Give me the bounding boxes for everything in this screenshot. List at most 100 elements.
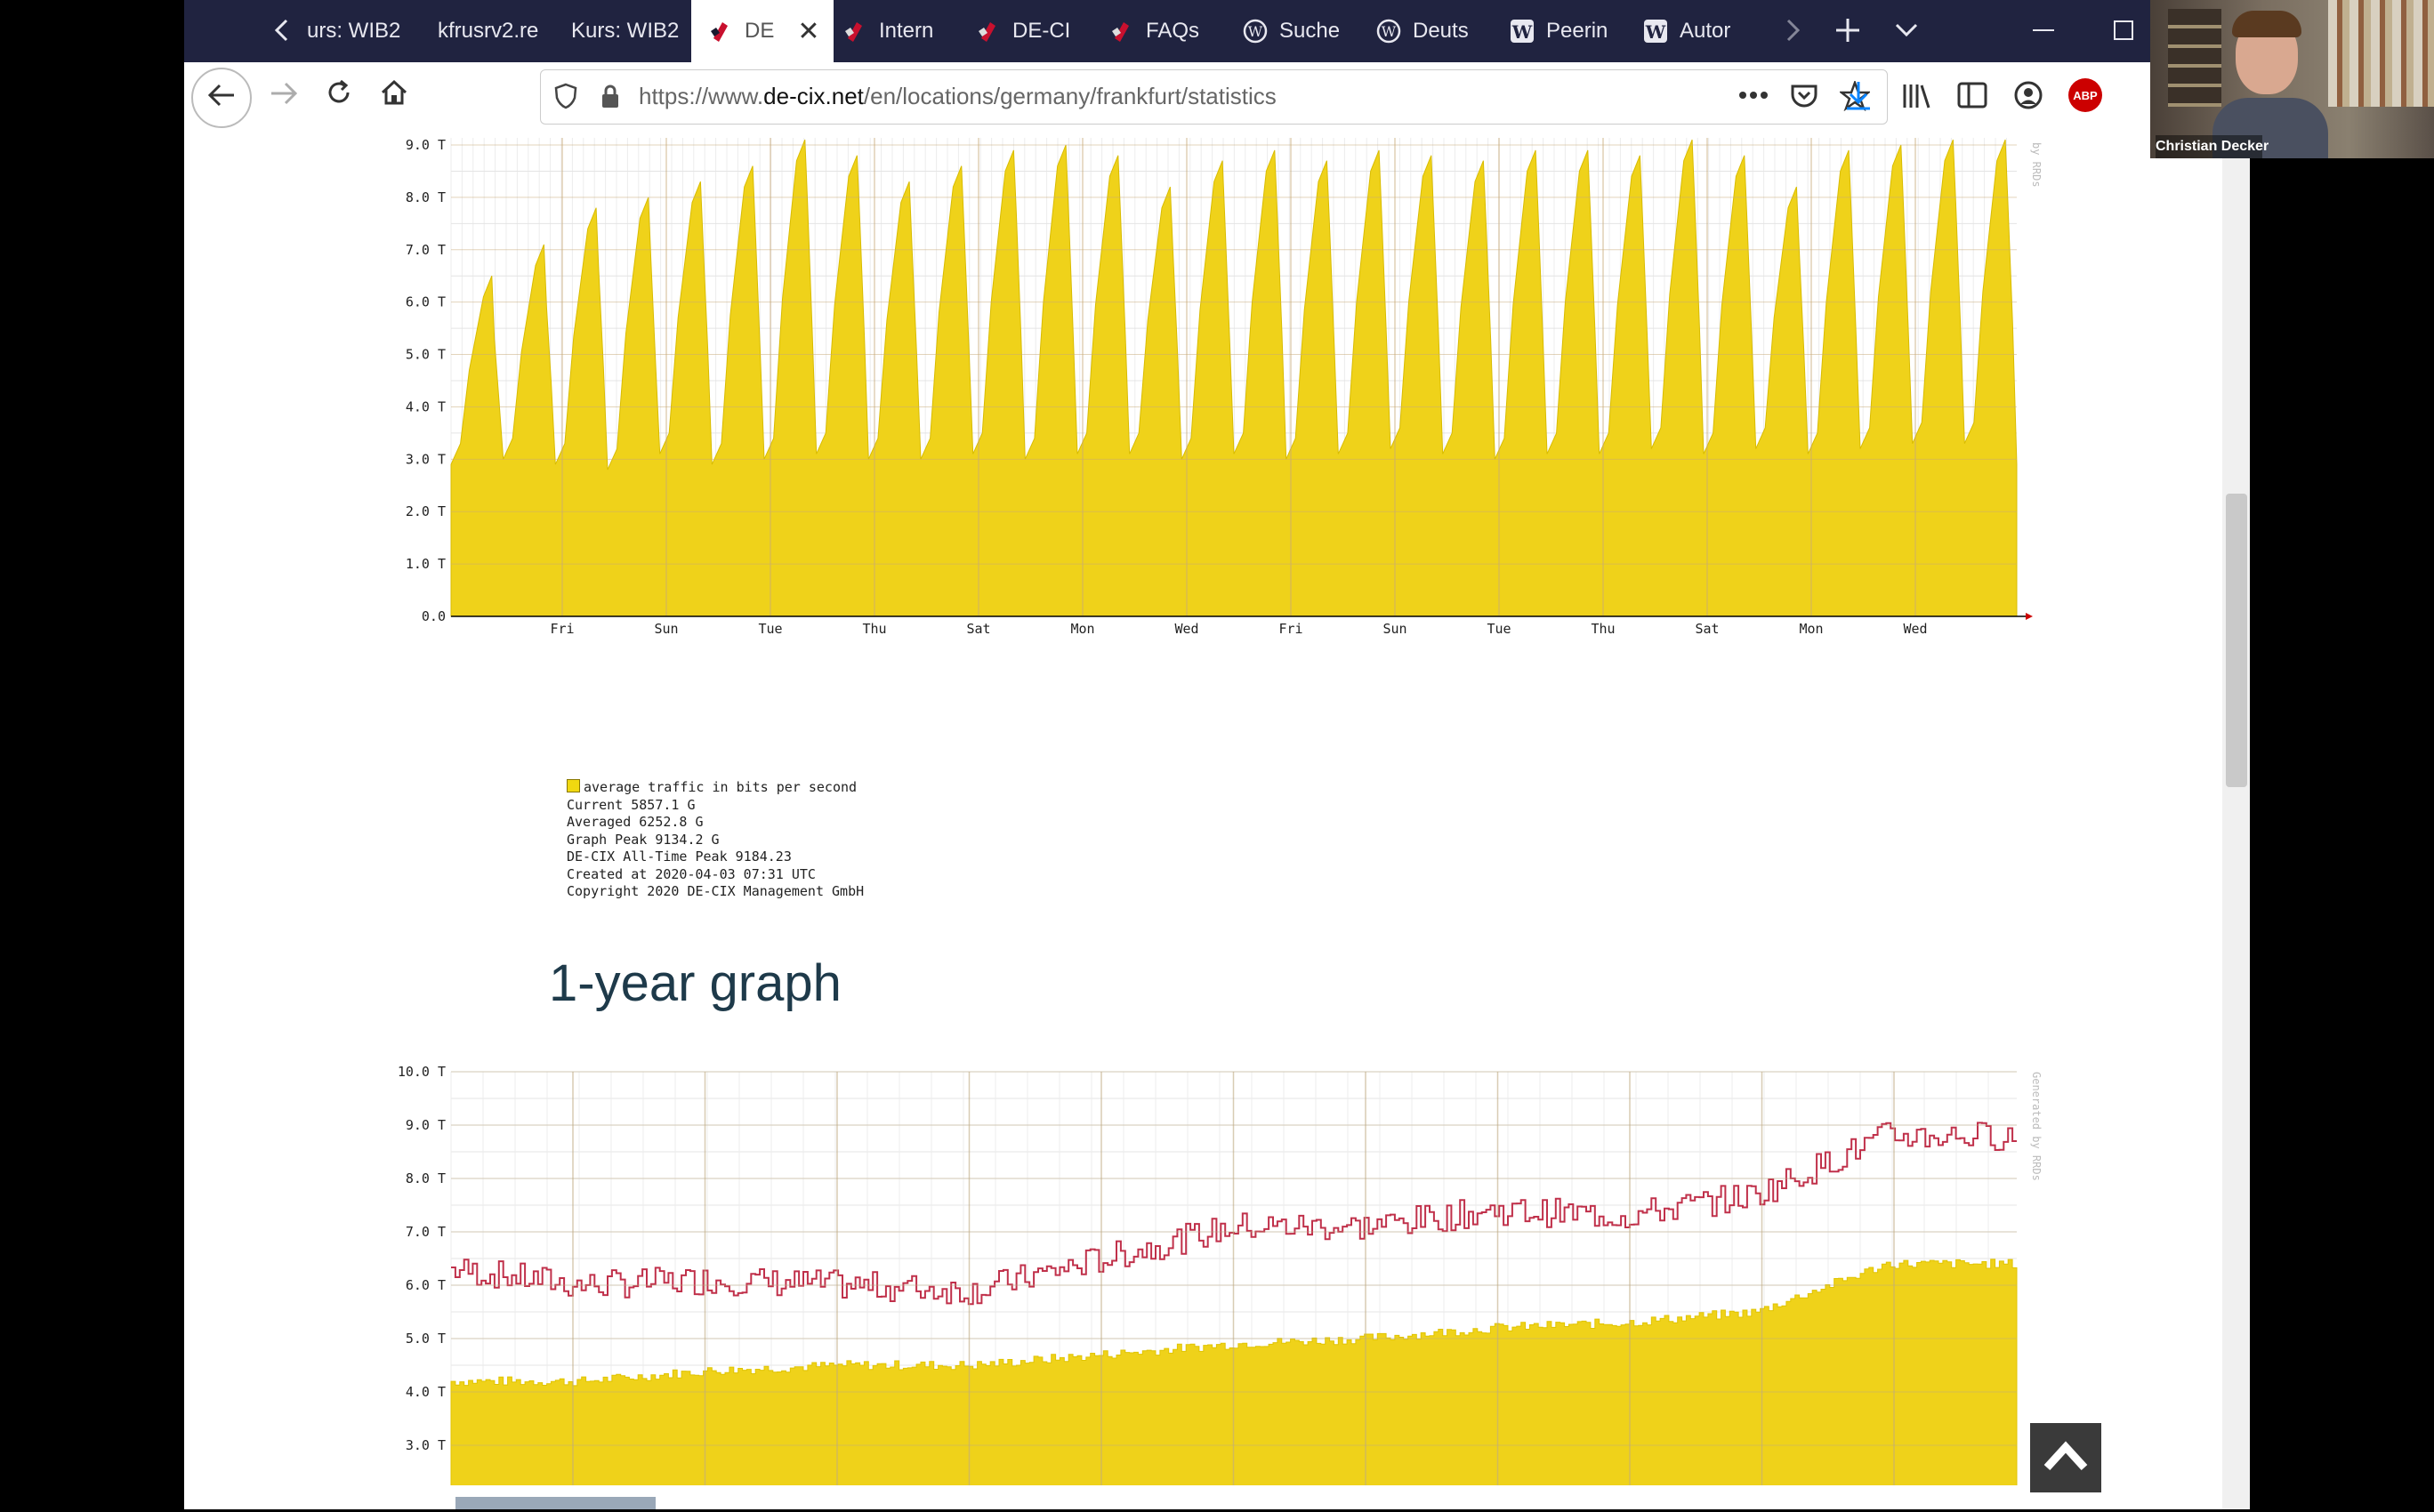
webcam-overlay: Christian Decker — [2150, 0, 2434, 158]
legend-series-label: average traffic in bits per second — [584, 779, 858, 795]
adblock-plus-icon[interactable]: ABP — [2068, 78, 2102, 112]
bookshelf-left — [2168, 9, 2221, 107]
scroll-to-top-button[interactable] — [2030, 1423, 2101, 1492]
y-tick-label: 3.0 T — [406, 451, 446, 467]
tab-label: Kurs: WIB2 — [571, 19, 680, 43]
decix-icon — [842, 18, 868, 44]
scrollbar-thumb[interactable] — [2226, 494, 2247, 787]
address-bar[interactable]: https://www.de-cix.net/en/locations/germ… — [540, 69, 1888, 125]
y-tick-label: 8.0 T — [406, 1170, 446, 1186]
tab-kfrusrv2[interactable]: kfrusrv2.re — [429, 0, 562, 62]
tab-bar: urs: WIB2 kfrusrv2.re Kurs: WIB2 DE ✕ In… — [184, 0, 2250, 62]
minimize-icon[interactable] — [2026, 14, 2061, 46]
home-icon — [380, 78, 408, 115]
person-hair — [2232, 11, 2301, 37]
adblock-label: ABP — [2073, 88, 2098, 102]
legend-graph-peak: Graph Peak 9134.2 G — [567, 831, 720, 848]
y-tick-label: 9.0 T — [406, 1117, 446, 1133]
y-tick-label: 3.0 T — [406, 1437, 446, 1453]
tab-autor[interactable]: W Autor — [1632, 0, 1776, 62]
legend-swatch-icon — [567, 779, 580, 792]
sidebar-icon[interactable] — [1957, 82, 1987, 113]
tab-label: DE-CI — [1012, 19, 1071, 43]
url-domain: de-cix.net — [763, 83, 864, 109]
browser-window: urs: WIB2 kfrusrv2.re Kurs: WIB2 DE ✕ In… — [184, 0, 2250, 1509]
navigation-toolbar: https://www.de-cix.net/en/locations/germ… — [184, 62, 2250, 134]
legend-series: average traffic in bits per second — [567, 779, 864, 797]
wikipedia-icon: W — [1509, 18, 1535, 44]
url-text[interactable]: https://www.de-cix.net/en/locations/germ… — [639, 83, 1277, 110]
y-tick-label: 9.0 T — [406, 137, 446, 153]
x-tick-label: Thu — [1591, 621, 1615, 637]
url-prefix: https://www. — [639, 83, 764, 109]
bookshelf-right — [2328, 0, 2434, 107]
pocket-icon[interactable] — [1790, 83, 1818, 114]
lock-icon[interactable] — [600, 83, 621, 114]
y-tick-label: 6.0 T — [406, 294, 446, 310]
legend-copyright: Copyright 2020 DE-CIX Management GmbH — [567, 883, 865, 899]
y-tick-label: 6.0 T — [406, 1277, 446, 1293]
bookmark-star-icon[interactable] — [1838, 79, 1872, 116]
legend-alltime-peak: DE-CIX All-Time Peak 9184.23 — [567, 848, 792, 865]
tab-decix-2[interactable]: DE-CI — [964, 0, 1091, 62]
y-tick-label: 5.0 T — [406, 1331, 446, 1347]
tab-suche[interactable]: W Suche — [1231, 0, 1358, 62]
decix-icon — [975, 18, 1002, 44]
svg-text:W: W — [1248, 23, 1263, 40]
tracking-protection-shield-icon[interactable] — [553, 83, 578, 114]
x-tick-label: Tue — [758, 621, 782, 637]
page-scrollbar[interactable] — [2222, 133, 2250, 1509]
tab-kurs-1[interactable]: urs: WIB2 — [300, 0, 431, 62]
weekly-traffic-graph: Fri Sun Tue Thu Sat Mon Wed Fri Sun Tue Thu Sat Mon W… — [406, 137, 2043, 637]
legend-averaged: Averaged 6252.8 G — [567, 814, 704, 830]
tab-label: kfrusrv2.re — [438, 19, 539, 43]
y-tick-label: 7.0 T — [406, 242, 446, 258]
tab-label: Peerin — [1546, 19, 1608, 43]
y-tick-label: 1.0 T — [406, 556, 446, 572]
library-icon[interactable] — [1901, 82, 1931, 115]
tab-faqs[interactable]: FAQs — [1098, 0, 1224, 62]
forward-button[interactable] — [262, 75, 305, 117]
yearly-traffic-graph: MayJunJulAugSepOctNovDecJanFebMar1.0 T2.… — [398, 1064, 2043, 1485]
section-title-1-year: 1-year graph — [549, 954, 842, 1012]
tab-scroll-left-icon[interactable] — [266, 14, 298, 46]
page-content: Fri Sun Tue Thu Sat Mon Wed Fri Sun Tue Thu Sat Mon W… — [184, 133, 2250, 1509]
legend-created: Created at 2020-04-03 07:31 UTC — [567, 865, 816, 882]
x-tick-label: Wed — [1174, 621, 1198, 637]
tab-peering[interactable]: W Peerin — [1498, 0, 1624, 62]
forward-arrow-icon — [270, 79, 298, 114]
x-tick-label: Sun — [654, 621, 678, 637]
home-button[interactable] — [373, 75, 415, 117]
list-all-tabs-icon[interactable] — [1890, 14, 1922, 46]
x-tick-label: Sat — [966, 621, 990, 637]
tab-internet[interactable]: Intern — [831, 0, 957, 62]
new-tab-icon[interactable] — [1830, 12, 1866, 48]
page-actions-icon[interactable] — [1738, 88, 1769, 104]
tab-deutsch[interactable]: W Deuts — [1365, 0, 1491, 62]
decix-icon — [707, 18, 734, 44]
legend-current: Current 5857.1 G — [567, 796, 696, 813]
x-tick-label: Wed — [1903, 621, 1927, 637]
tab-label: DE — [745, 19, 775, 43]
reload-button[interactable] — [318, 75, 360, 117]
tab-kurs-2[interactable]: Kurs: WIB2 — [562, 0, 696, 62]
x-tick-label: Fri — [550, 621, 574, 637]
wikipedia-icon: W — [1642, 18, 1669, 44]
wordpress-icon: W — [1375, 18, 1402, 44]
y-tick-label: 2.0 T — [406, 503, 446, 519]
y-tick-label: 4.0 T — [406, 1384, 446, 1400]
x-tick-label: Mon — [1070, 621, 1094, 637]
close-tab-icon[interactable]: ✕ — [797, 16, 820, 46]
person-shirt — [2212, 98, 2328, 158]
x-tick-label: Tue — [1487, 621, 1511, 637]
wordpress-icon: W — [1242, 18, 1269, 44]
back-button[interactable] — [191, 68, 252, 128]
downloads-icon[interactable] — [1843, 80, 1874, 117]
graph-legend: average traffic in bits per second Curre… — [567, 779, 864, 901]
tab-scroll-right-icon[interactable] — [1777, 14, 1809, 46]
account-icon[interactable] — [2013, 80, 2043, 115]
x-axis-arrow-icon — [2026, 613, 2033, 620]
tab-decix-statistics[interactable]: DE ✕ — [691, 0, 834, 62]
maximize-icon[interactable] — [2106, 12, 2141, 48]
